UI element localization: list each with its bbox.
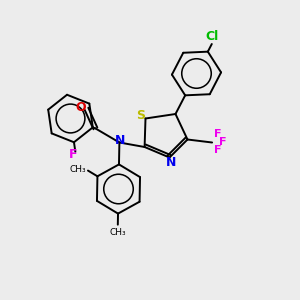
Text: N: N <box>166 155 176 169</box>
Text: CH₃: CH₃ <box>110 228 126 237</box>
Text: F: F <box>69 148 77 161</box>
Text: CH₃: CH₃ <box>70 166 86 175</box>
Text: S: S <box>136 109 146 122</box>
Text: N: N <box>115 134 125 148</box>
Text: O: O <box>76 100 86 114</box>
Text: Cl: Cl <box>205 29 218 43</box>
Text: F: F <box>214 145 221 155</box>
Text: F: F <box>214 129 221 139</box>
Text: F: F <box>219 137 226 147</box>
